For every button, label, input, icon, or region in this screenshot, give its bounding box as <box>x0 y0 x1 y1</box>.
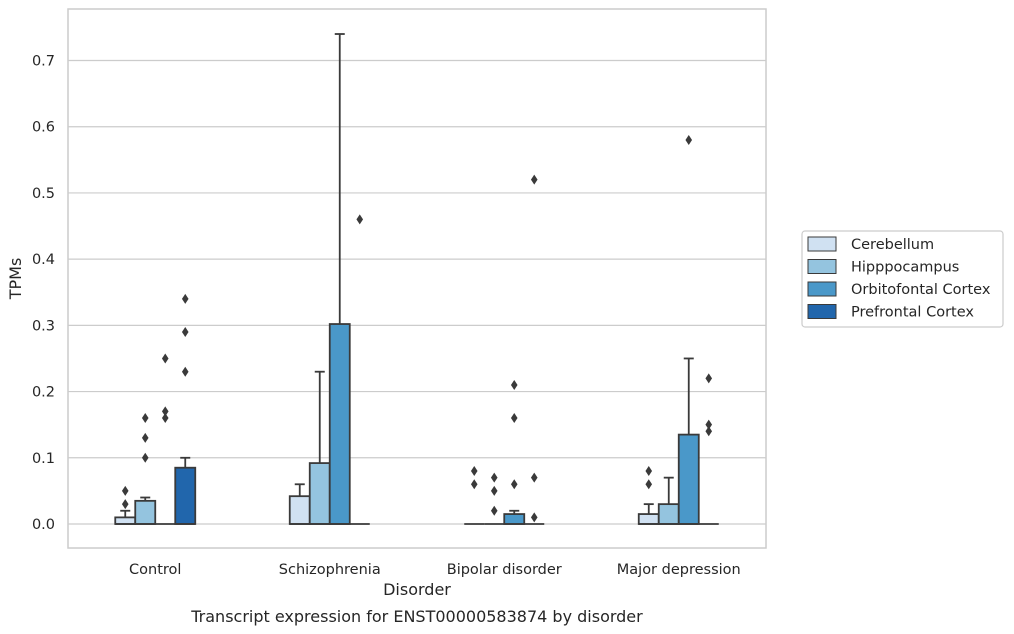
outlier-point <box>161 406 169 417</box>
legend-swatch <box>807 281 837 297</box>
y-tick-label: 0.2 <box>32 385 55 401</box>
outlier-point <box>705 426 713 437</box>
outlier-point <box>141 452 149 463</box>
box-prefrontal-cortex <box>174 293 197 525</box>
outlier-point <box>645 466 653 477</box>
y-tick-label: 0.5 <box>32 186 55 202</box>
box-hipppocampus <box>484 472 505 525</box>
box-orbitofontal-cortex <box>677 134 700 525</box>
y-axis: 0.0 0.1 0.2 0.3 0.4 0.5 0.6 0.7 <box>32 54 55 534</box>
box-cerebellum <box>637 466 660 525</box>
chart-caption: Transcript expression for ENST0000058387… <box>190 607 643 626</box>
outlier-point <box>161 413 169 424</box>
legend-label: Orbitofontal Cortex <box>851 282 991 298</box>
legend-label: Hipppocampus <box>851 260 959 276</box>
outlier-point <box>490 505 498 516</box>
outlier-point <box>121 485 129 496</box>
outlier-point <box>470 479 478 490</box>
y-tick-label: 0.3 <box>32 318 55 334</box>
box-body <box>114 516 137 525</box>
x-tick-label: Schizophrenia <box>279 562 381 578</box>
outlier-point <box>470 466 478 477</box>
box-body <box>174 466 197 525</box>
outlier-point <box>510 479 518 490</box>
y-tick-label: 0.1 <box>32 451 55 467</box>
box-prefrontal-cortex <box>698 373 719 525</box>
box-orbitofontal-cortex <box>328 33 351 525</box>
box-cerebellum <box>464 466 485 525</box>
outlier-point <box>181 293 189 304</box>
outlier-point <box>141 413 149 424</box>
box-prefrontal-cortex <box>524 174 545 525</box>
y-tick-label: 0.0 <box>32 517 55 533</box>
box-body <box>328 323 351 525</box>
outlier-point <box>356 214 364 225</box>
outlier-point <box>705 373 713 384</box>
box-body <box>134 499 157 525</box>
box-body <box>657 503 680 525</box>
box-cerebellum <box>114 485 137 525</box>
x-tick-label: Bipolar disorder <box>447 562 562 578</box>
box-hipppocampus <box>657 476 680 525</box>
y-tick-label: 0.7 <box>32 54 55 70</box>
legend-label: Prefrontal Cortex <box>851 305 974 321</box>
box-body <box>677 433 700 525</box>
outlier-point <box>490 485 498 496</box>
x-tick-label: Control <box>129 562 181 578</box>
legend-frame <box>801 230 1004 328</box>
box-body <box>308 462 331 525</box>
legend-label: Cerebellum <box>851 237 934 253</box>
outlier-point <box>510 379 518 390</box>
x-axis: Control Schizophrenia Bipolar disorder Majo… <box>129 562 741 578</box>
y-tick-label: 0.4 <box>32 252 55 268</box>
outlier-point <box>530 512 538 523</box>
box-hipppocampus <box>308 370 331 525</box>
box-orbitofontal-cortex <box>503 379 526 525</box>
outlier-point <box>181 366 189 377</box>
box-hipppocampus <box>134 413 157 525</box>
outlier-point <box>685 134 693 145</box>
legend-swatch <box>807 304 837 319</box>
legend: Cerebellum Hipppocampus Orbitofontal Corte… <box>801 230 1004 328</box>
box-orbitofontal-cortex <box>155 353 176 525</box>
legend-swatch <box>807 236 837 252</box>
legend-swatch <box>807 259 837 274</box>
outlier-point <box>530 174 538 185</box>
outlier-point <box>510 413 518 424</box>
outlier-point <box>490 472 498 483</box>
outlier-point <box>141 432 149 443</box>
y-tick-label: 0.6 <box>32 120 55 136</box>
outlier-point <box>645 479 653 490</box>
x-axis-title: Disorder <box>383 580 451 599</box>
axes-frame <box>67 8 767 549</box>
box-cerebellum <box>288 483 311 525</box>
outlier-point <box>705 419 713 430</box>
box-body <box>288 495 311 525</box>
gridlines <box>68 59 766 525</box>
plot-area <box>114 33 719 525</box>
box-prefrontal-cortex <box>349 214 370 525</box>
outlier-point <box>181 326 189 337</box>
x-tick-label: Major depression <box>617 562 741 578</box>
box-body <box>637 513 660 525</box>
y-axis-title: TPMs <box>6 258 25 301</box>
outlier-point <box>530 472 538 483</box>
box-body <box>503 513 526 525</box>
outlier-point <box>121 499 129 510</box>
outlier-point <box>161 353 169 364</box>
